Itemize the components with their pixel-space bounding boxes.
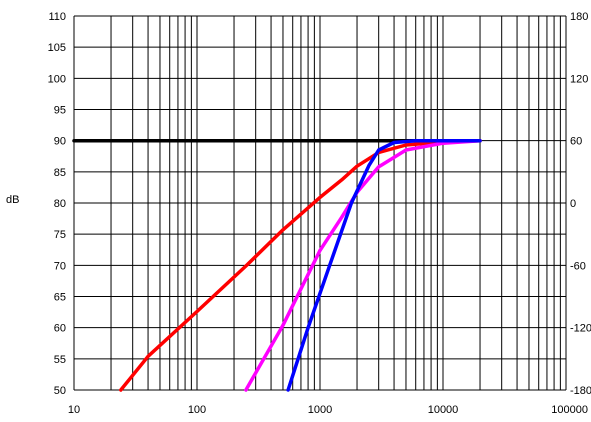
y-tick-label: 85 <box>54 167 66 179</box>
y-axis-label: dB <box>6 194 19 206</box>
y2-tick-label: 0 <box>570 198 576 210</box>
x-tick-label: 100 <box>188 404 206 416</box>
tick-labels: 50556065707580859095100105110-180-120-60… <box>48 11 591 416</box>
y-tick-label: 90 <box>54 136 66 148</box>
y2-tick-label: 120 <box>570 73 588 85</box>
y-tick-label: 65 <box>54 292 66 304</box>
y2-tick-label: -120 <box>570 323 591 335</box>
y2-tick-label: -180 <box>570 385 591 397</box>
y-tick-label: 55 <box>54 354 66 366</box>
y-tick-label: 80 <box>54 198 66 210</box>
y-tick-label: 110 <box>48 11 66 23</box>
y2-tick-label: -60 <box>570 260 586 272</box>
y-tick-label: 105 <box>48 42 66 54</box>
y-tick-label: 100 <box>48 73 66 85</box>
grid <box>73 15 567 391</box>
series-line-3 <box>286 138 482 392</box>
y-tick-label: 50 <box>54 385 66 397</box>
x-tick-label: 100000 <box>551 404 588 416</box>
x-tick-label: 10000 <box>428 404 459 416</box>
y-tick-label: 95 <box>54 105 66 117</box>
x-tick-label: 10 <box>68 404 80 416</box>
series-line-1 <box>119 138 482 392</box>
y-tick-label: 75 <box>54 229 66 241</box>
y2-tick-label: 60 <box>570 136 582 148</box>
y-tick-label: 70 <box>54 260 66 272</box>
y2-tick-label: 180 <box>570 11 588 23</box>
y-tick-label: 60 <box>54 323 66 335</box>
x-tick-label: 1000 <box>308 404 332 416</box>
series-layer <box>72 138 482 392</box>
